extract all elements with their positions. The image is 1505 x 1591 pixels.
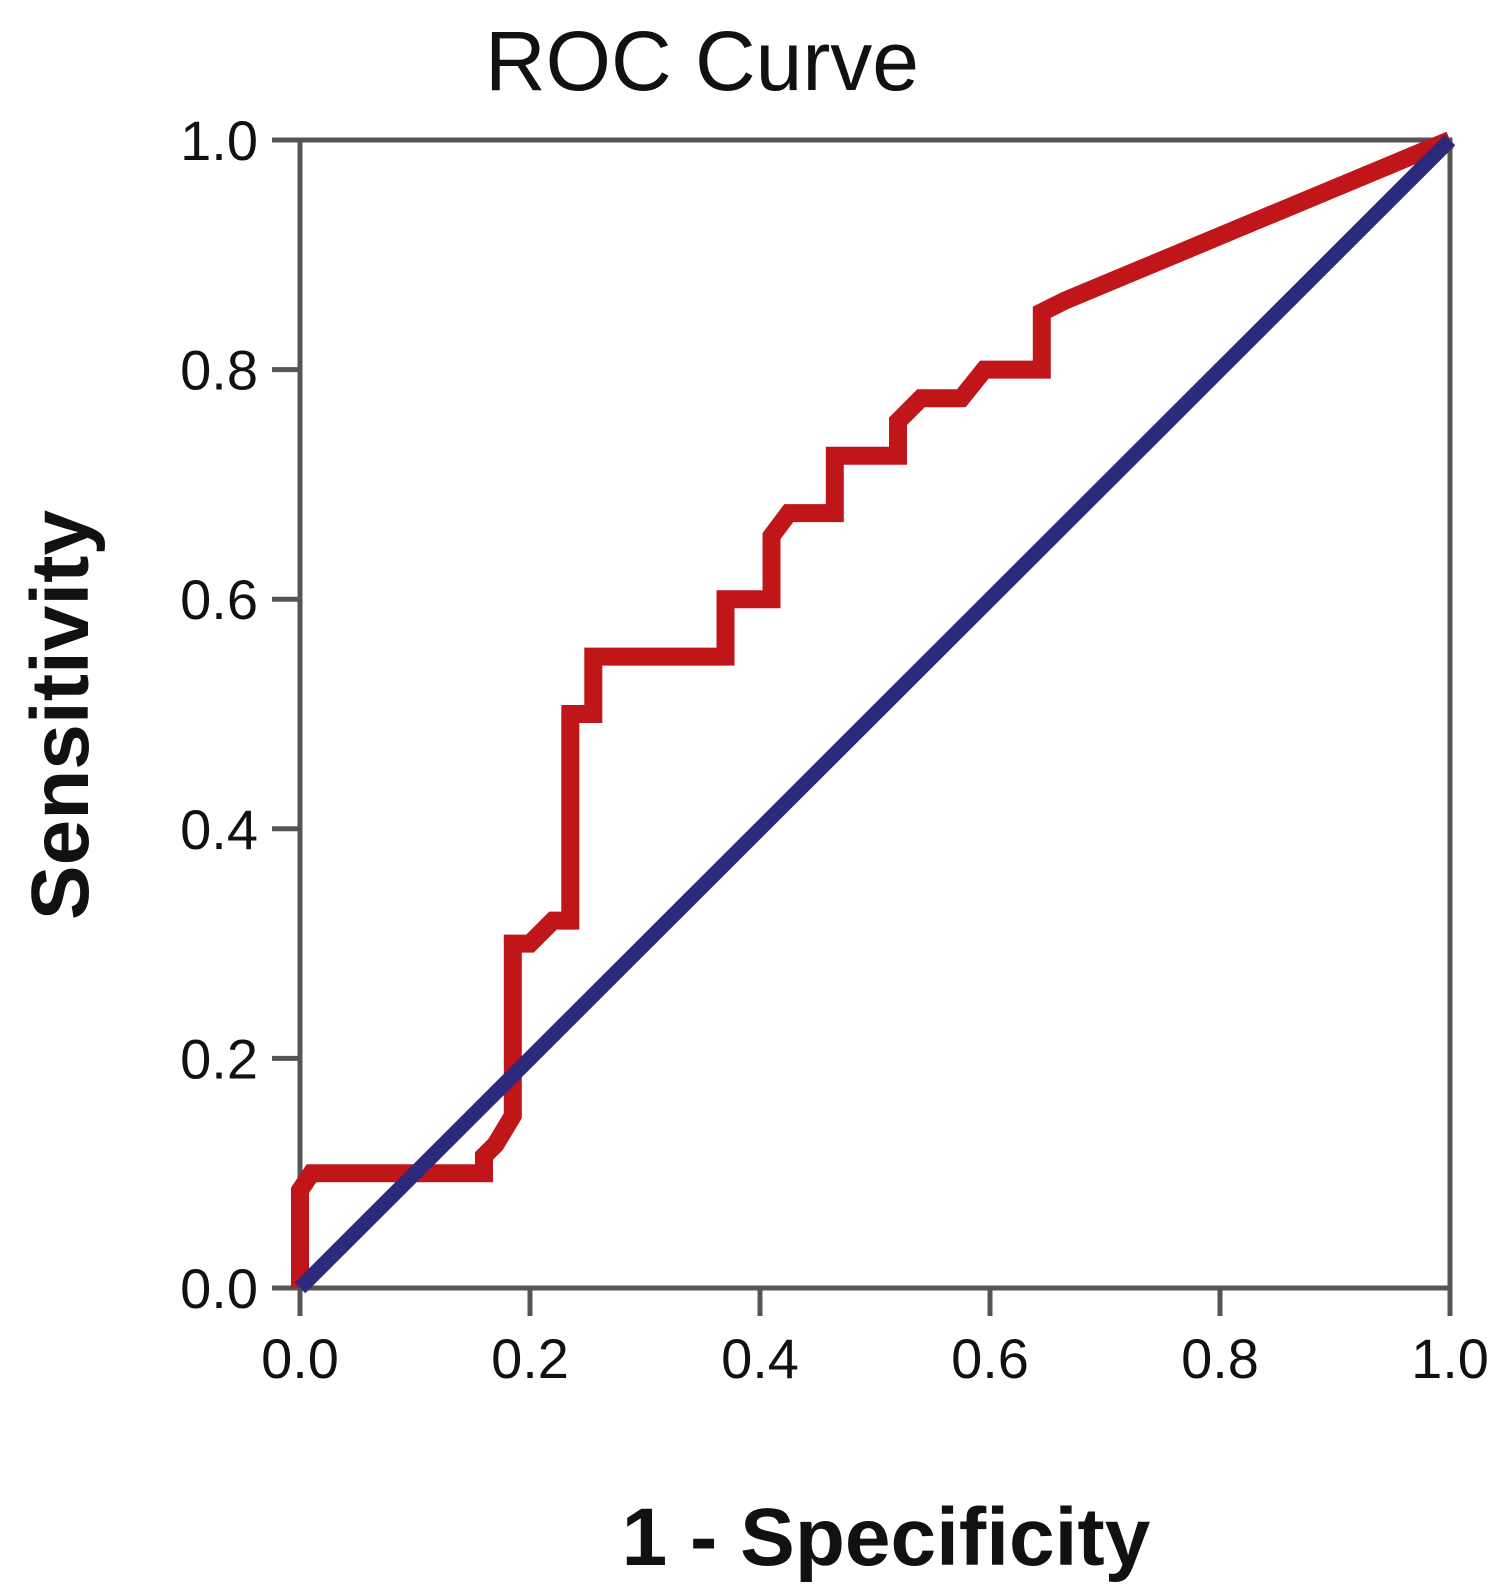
plot-frame (297, 137, 1453, 1291)
x-axis-label: 1 - Specificity (622, 1492, 1151, 1583)
y-axis-label: Sensitivity (15, 510, 106, 921)
x-tick-label: 0.4 (721, 1327, 799, 1390)
x-tick-label: 0.8 (1181, 1327, 1259, 1390)
series-layer (291, 131, 1456, 1294)
y-tick-label: 1.0 (180, 109, 258, 172)
x-tick-label: 0.6 (951, 1327, 1029, 1390)
x-tick-label: 0.0 (261, 1327, 339, 1390)
reference-line (294, 134, 1456, 1294)
x-axis-ticks: 0.0 0.2 0.4 0.6 0.8 1.0 (261, 1288, 1489, 1390)
y-tick-label: 0.8 (180, 339, 258, 402)
roc-curve (291, 131, 1454, 1288)
x-tick-label: 1.0 (1411, 1327, 1489, 1390)
y-axis-ticks: 0.0 0.2 0.4 0.6 0.8 1.0 (180, 109, 300, 1320)
y-tick-label: 0.6 (180, 568, 258, 631)
chart-title: ROC Curve (485, 14, 919, 108)
y-tick-label: 0.2 (180, 1027, 258, 1090)
y-tick-label: 0.4 (180, 798, 258, 861)
y-tick-label: 0.0 (180, 1257, 258, 1320)
x-tick-label: 0.2 (491, 1327, 569, 1390)
